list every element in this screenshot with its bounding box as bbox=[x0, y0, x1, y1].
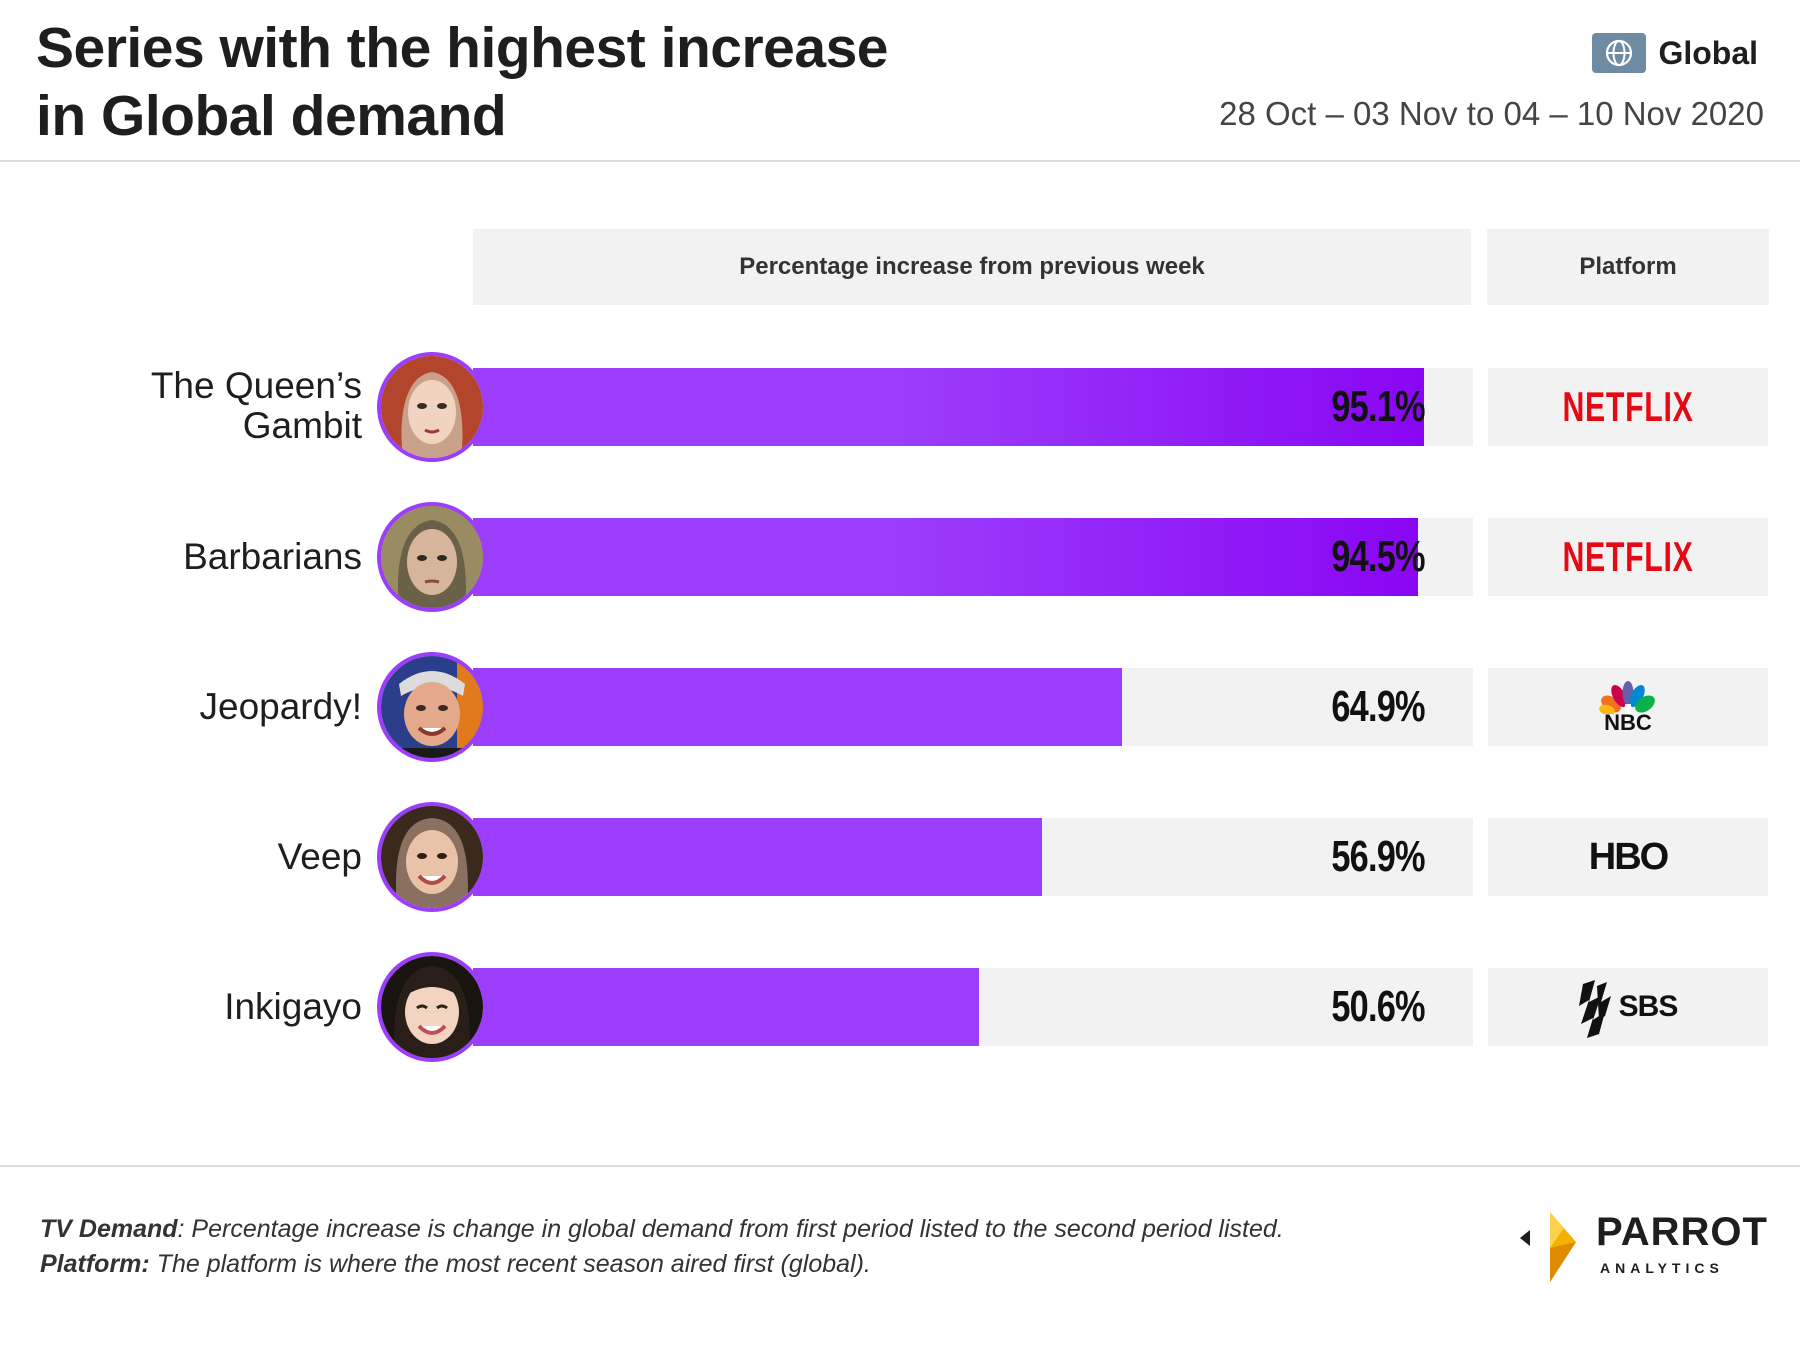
series-name-line: The Queen’s bbox=[150, 365, 362, 406]
bar-track: 95.1% bbox=[473, 368, 1473, 446]
platform-sbs: SBS bbox=[1488, 968, 1768, 1046]
queens-gambit-avatar bbox=[377, 352, 487, 462]
series-name: Barbarians bbox=[183, 536, 362, 577]
footnote-label-platform: Platform: bbox=[40, 1250, 150, 1278]
series-row-jeopardy: Jeopardy! 64.9% NBC bbox=[0, 648, 1800, 768]
netflix-logo: NETFLIX bbox=[1562, 383, 1694, 430]
series-name: Jeopardy! bbox=[199, 686, 363, 727]
platform-column-header: Platform bbox=[1487, 229, 1769, 305]
footnote-label-demand: TV Demand bbox=[40, 1215, 178, 1243]
netflix-logo: NETFLIX bbox=[1562, 533, 1694, 580]
footnote: TV Demand: Percentage increase is change… bbox=[40, 1212, 1284, 1282]
header-divider bbox=[0, 160, 1800, 162]
globe-icon bbox=[1592, 33, 1647, 73]
series-row-inkigayo: Inkigayo 50.6% SBS bbox=[0, 948, 1800, 1068]
sbs-wordmark: SBS bbox=[1618, 990, 1679, 1023]
platform-netflix: NETFLIX bbox=[1488, 518, 1768, 596]
series-name: Veep bbox=[277, 836, 362, 877]
nbc-peacock-icon bbox=[1599, 681, 1655, 714]
bar bbox=[473, 668, 1122, 746]
bar-track: 50.6% bbox=[473, 968, 1473, 1046]
nbc-logo: NBC bbox=[1599, 680, 1657, 734]
title-line-1: Series with the highest increase bbox=[36, 16, 888, 80]
platform-netflix: NETFLIX bbox=[1488, 368, 1768, 446]
bar-track: 56.9% bbox=[473, 818, 1473, 896]
bar-column-header: Percentage increase from previous week bbox=[473, 229, 1471, 305]
footnote-text-demand: : Percentage increase is change in globa… bbox=[177, 1215, 1284, 1243]
sbs-swoosh-icon bbox=[1578, 980, 1611, 1038]
series-row-queens-gambit: The Queen’s Gambit 95.1% NETFLIX bbox=[0, 348, 1800, 468]
veep-avatar bbox=[377, 802, 487, 912]
parrot-analytics-logo: PARROT ANALYTICS bbox=[1520, 1208, 1767, 1284]
bar bbox=[473, 518, 1418, 596]
platform-nbc: NBC bbox=[1488, 668, 1768, 746]
bar-value-label: 64.9% bbox=[1331, 682, 1426, 731]
brand-sub: ANALYTICS bbox=[1600, 1260, 1724, 1276]
series-row-veep: Veep 56.9% HBO bbox=[0, 798, 1800, 918]
bar-value-label: 94.5% bbox=[1331, 532, 1426, 581]
series-name-line: Gambit bbox=[242, 405, 362, 446]
bar bbox=[473, 818, 1042, 896]
hbo-logo: HBO bbox=[1588, 835, 1669, 878]
footnote-text-platform: The platform is where the most recent se… bbox=[149, 1250, 871, 1278]
platform-hbo: HBO bbox=[1488, 818, 1768, 896]
bar-value-label: 56.9% bbox=[1331, 832, 1426, 881]
footer-divider bbox=[0, 1165, 1800, 1167]
date-range: 28 Oct – 03 Nov to 04 – 10 Nov 2020 bbox=[1219, 95, 1764, 132]
parrot-mark-icon bbox=[1520, 1212, 1576, 1282]
region-indicator: Global bbox=[1592, 32, 1758, 74]
nbc-wordmark: NBC bbox=[1604, 710, 1652, 735]
series-row-barbarians: Barbarians 94.5% NETFLIX bbox=[0, 498, 1800, 618]
bar bbox=[473, 368, 1424, 446]
bar-track: 64.9% bbox=[473, 668, 1473, 746]
title-line-2: in Global demand bbox=[36, 84, 507, 148]
region-label: Global bbox=[1658, 34, 1758, 71]
series-name: The Queen’s Gambit bbox=[62, 366, 362, 446]
barbarians-avatar bbox=[377, 502, 487, 612]
brand-name: PARROT bbox=[1596, 1210, 1768, 1254]
bar bbox=[473, 968, 979, 1046]
series-name: Inkigayo bbox=[224, 986, 362, 1027]
bar-value-label: 50.6% bbox=[1331, 982, 1426, 1031]
jeopardy-avatar bbox=[377, 652, 487, 762]
chart-title: Series with the highest increase in Glob… bbox=[36, 14, 1036, 150]
bar-value-label: 95.1% bbox=[1331, 382, 1426, 431]
bar-track: 94.5% bbox=[473, 518, 1473, 596]
inkigayo-avatar bbox=[377, 952, 487, 1062]
